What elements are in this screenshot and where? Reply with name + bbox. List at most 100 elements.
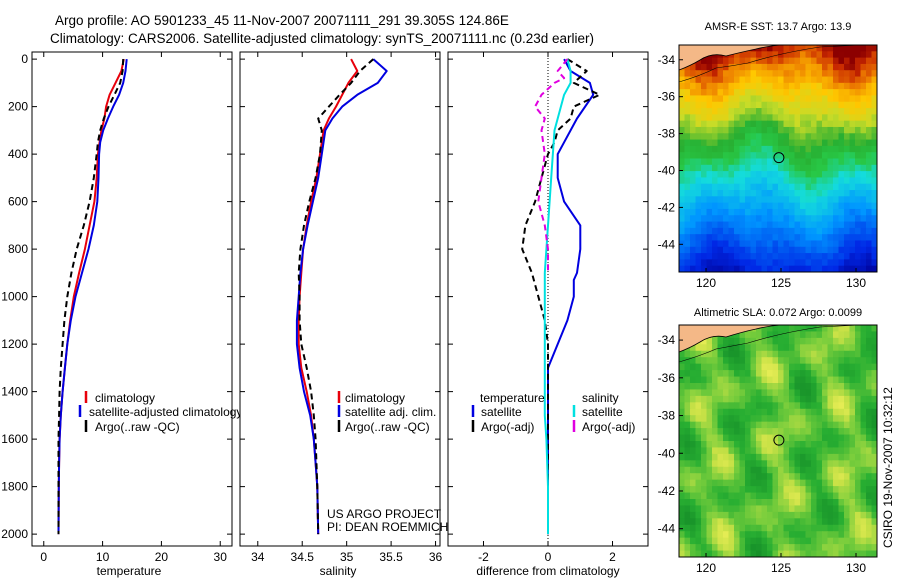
heatmap-cell xyxy=(822,479,829,487)
heatmap-cell xyxy=(794,544,801,552)
heatmap-cell xyxy=(838,408,845,416)
heatmap-cell xyxy=(750,126,757,134)
heatmap-cell xyxy=(734,350,741,358)
heatmap-cell xyxy=(849,108,856,115)
heatmap-cell xyxy=(838,421,845,429)
heatmap-cell xyxy=(717,370,724,378)
heatmap-cell xyxy=(838,145,845,153)
heatmap-cell xyxy=(728,259,735,267)
heatmap-cell xyxy=(684,486,691,494)
heatmap-cell xyxy=(717,89,724,97)
x-tick-label: 20 xyxy=(155,550,169,564)
heatmap-cell xyxy=(717,453,724,461)
heatmap-cell xyxy=(849,363,856,371)
heatmap-cell xyxy=(695,492,702,500)
heatmap-cell xyxy=(728,550,735,557)
heatmap-cell xyxy=(734,51,741,59)
heatmap-cell xyxy=(778,208,785,216)
heatmap-cell xyxy=(734,447,741,455)
heatmap-cell xyxy=(783,221,790,229)
heatmap-cell xyxy=(690,120,697,128)
heatmap-cell xyxy=(690,101,697,109)
heatmap-cell xyxy=(844,253,851,260)
heatmap-cell xyxy=(855,370,862,378)
heatmap-cell xyxy=(811,344,818,352)
heatmap-cell xyxy=(855,428,862,436)
heatmap-cell xyxy=(838,101,845,109)
heatmap-cell xyxy=(816,550,823,557)
heatmap-cell xyxy=(745,357,752,365)
heatmap-cell xyxy=(684,505,691,513)
heatmap-cell xyxy=(794,370,801,378)
heatmap-cell xyxy=(750,63,757,71)
heatmap-cell xyxy=(833,363,840,371)
heatmap-cell xyxy=(855,208,862,216)
heatmap-cell xyxy=(827,171,834,179)
heatmap-cell xyxy=(822,473,829,481)
heatmap-cell xyxy=(805,434,812,442)
heatmap-cell xyxy=(800,101,807,109)
heatmap-cell xyxy=(844,408,851,416)
heatmap-cell xyxy=(866,126,873,134)
heatmap-cell xyxy=(723,82,730,90)
heatmap-cell xyxy=(800,45,807,52)
heatmap-cell xyxy=(838,82,845,90)
heatmap-cell xyxy=(800,108,807,115)
heatmap-cell xyxy=(855,434,862,442)
heatmap-cell xyxy=(750,171,757,179)
heatmap-cell xyxy=(772,246,779,254)
heatmap-cell xyxy=(701,357,708,365)
heatmap-cell xyxy=(778,408,785,416)
heatmap-cell xyxy=(717,505,724,513)
heatmap-cell xyxy=(822,240,829,248)
heatmap-cell xyxy=(761,202,768,210)
heatmap-cell xyxy=(800,383,807,391)
heatmap-cell xyxy=(849,518,856,526)
heatmap-cell xyxy=(767,441,774,449)
heatmap-cell xyxy=(866,208,873,216)
heatmap-cell xyxy=(684,253,691,260)
heatmap-cell xyxy=(756,402,763,410)
heatmap-cell xyxy=(844,202,851,210)
heatmap-cell xyxy=(822,202,829,210)
heatmap-cell xyxy=(800,246,807,254)
heatmap-cell xyxy=(739,408,746,416)
heatmap-cell xyxy=(789,337,796,345)
heatmap-cell xyxy=(849,350,856,358)
heatmap-cell xyxy=(723,537,730,545)
heatmap-cell xyxy=(816,253,823,260)
heatmap-cell xyxy=(833,421,840,429)
heatmap-cell xyxy=(756,51,763,59)
heatmap-cell xyxy=(783,408,790,416)
heatmap-cell xyxy=(679,363,686,371)
heatmap-cell xyxy=(739,51,746,59)
heatmap-cell xyxy=(679,164,686,172)
heatmap-cell xyxy=(723,114,730,122)
heatmap-cell xyxy=(756,145,763,153)
heatmap-cell xyxy=(734,177,741,185)
heatmap-cell xyxy=(794,108,801,115)
heatmap-cell xyxy=(822,389,829,397)
heatmap-cell xyxy=(860,253,867,260)
heatmap-cell xyxy=(684,441,691,449)
heatmap-cell xyxy=(750,421,757,429)
heatmap-cell xyxy=(833,63,840,71)
heatmap-cell xyxy=(860,421,867,429)
heatmap-cell xyxy=(833,486,840,494)
heatmap-cell xyxy=(734,479,741,487)
heatmap-cell xyxy=(860,544,867,552)
heatmap-cell xyxy=(739,486,746,494)
heatmap-cell xyxy=(723,208,730,216)
heatmap-cell xyxy=(855,253,862,260)
heatmap-cell xyxy=(871,70,877,78)
heatmap-cell xyxy=(723,447,730,455)
heatmap-cell xyxy=(778,544,785,552)
heatmap-cell xyxy=(838,190,845,197)
heatmap-cell xyxy=(800,402,807,410)
heatmap-cell xyxy=(778,240,785,248)
heatmap-cell xyxy=(739,376,746,384)
heatmap-cell xyxy=(750,215,757,223)
heatmap-cell xyxy=(723,389,730,397)
heatmap-cell xyxy=(849,544,856,552)
heatmap-cell xyxy=(695,152,702,160)
